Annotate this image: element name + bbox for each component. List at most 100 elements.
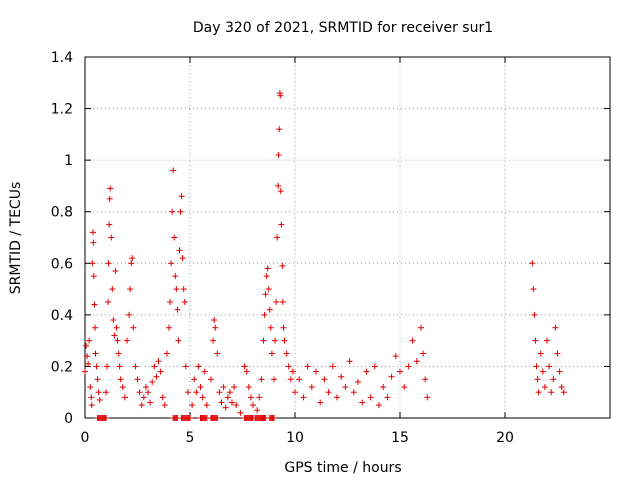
data-point [106, 195, 113, 202]
data-point [182, 363, 189, 370]
data-point [179, 255, 186, 262]
data-point [195, 363, 202, 370]
data-point [558, 384, 565, 391]
data-point [180, 286, 187, 293]
data-point [292, 389, 298, 396]
data-point [115, 350, 122, 357]
data-point [413, 358, 420, 365]
data-point [342, 384, 349, 391]
data-point [338, 373, 345, 380]
data-point [96, 396, 103, 403]
data-point [142, 384, 149, 391]
data-point [281, 337, 288, 344]
data-point [384, 394, 391, 401]
data-point [201, 368, 208, 375]
data-point [534, 376, 541, 383]
data-point [539, 368, 546, 375]
data-point [104, 363, 111, 370]
data-point [226, 389, 233, 396]
data-point [262, 291, 269, 298]
data-point [155, 358, 162, 365]
data-point [245, 384, 252, 391]
data-point [350, 389, 357, 396]
data-point [85, 360, 92, 367]
data-point [541, 384, 548, 391]
data-point [184, 389, 191, 396]
data-point [267, 324, 274, 331]
data-point [121, 394, 128, 401]
data-point [275, 151, 282, 158]
x-tick-label: 5 [186, 430, 195, 446]
data-point [537, 350, 544, 357]
x-tick-label: 20 [496, 430, 514, 446]
data-point [111, 332, 118, 339]
data-point [529, 260, 536, 267]
data-point [243, 368, 250, 375]
plot-border [84, 56, 611, 419]
data-point [237, 409, 244, 416]
data-point [397, 368, 403, 375]
data-point [233, 402, 240, 409]
data-point [329, 363, 336, 370]
data-point [214, 350, 221, 357]
data-point [199, 394, 206, 401]
y-tick-label: 0.8 [51, 205, 73, 221]
data-point [231, 384, 238, 391]
data-point [422, 376, 429, 383]
y-tick-label: 0.2 [51, 359, 73, 375]
data-point [531, 311, 538, 318]
data-point [86, 337, 93, 344]
data-point [300, 394, 307, 401]
data-point [92, 350, 99, 357]
data-point [92, 324, 99, 331]
data-point [90, 273, 97, 280]
data-point [93, 363, 100, 370]
data-point [263, 273, 270, 280]
data-point [124, 337, 130, 344]
data-point [261, 311, 268, 318]
data-point [149, 378, 156, 385]
data-point [380, 384, 387, 391]
data-point [359, 399, 366, 406]
data-point [277, 188, 284, 195]
data-point [254, 407, 261, 414]
x-tick-label: 15 [391, 430, 409, 446]
data-point [128, 260, 135, 267]
data-point [388, 373, 395, 380]
data-point [94, 376, 101, 383]
data-point [554, 350, 561, 357]
data-point [88, 394, 95, 401]
data-point [273, 298, 280, 305]
data-point [109, 286, 116, 293]
data-point [355, 378, 361, 385]
data-point [552, 324, 559, 331]
data-point [266, 306, 273, 313]
data-point [271, 376, 277, 383]
data-point [247, 394, 254, 401]
data-point [313, 368, 319, 375]
data-point [296, 376, 303, 383]
data-point [170, 167, 177, 174]
data-point [279, 298, 286, 305]
data-point [105, 260, 112, 267]
data-point [91, 301, 98, 308]
data-point [546, 363, 553, 370]
data-point [113, 324, 120, 331]
y-tick-label: 0.6 [51, 256, 73, 272]
data-point [260, 337, 267, 344]
data-point [116, 363, 123, 370]
data-point [530, 286, 537, 293]
data-point [258, 376, 265, 383]
data-point [114, 337, 121, 344]
data-point [138, 402, 145, 409]
y-axis-label: SRMTID / TECUs [8, 182, 24, 295]
data-point [287, 376, 294, 383]
data-point [250, 402, 256, 409]
data-point [535, 389, 542, 396]
data-point [166, 324, 172, 331]
data-point [392, 353, 399, 360]
data-point [83, 342, 90, 349]
data-point [177, 208, 184, 215]
data-point [272, 337, 279, 344]
